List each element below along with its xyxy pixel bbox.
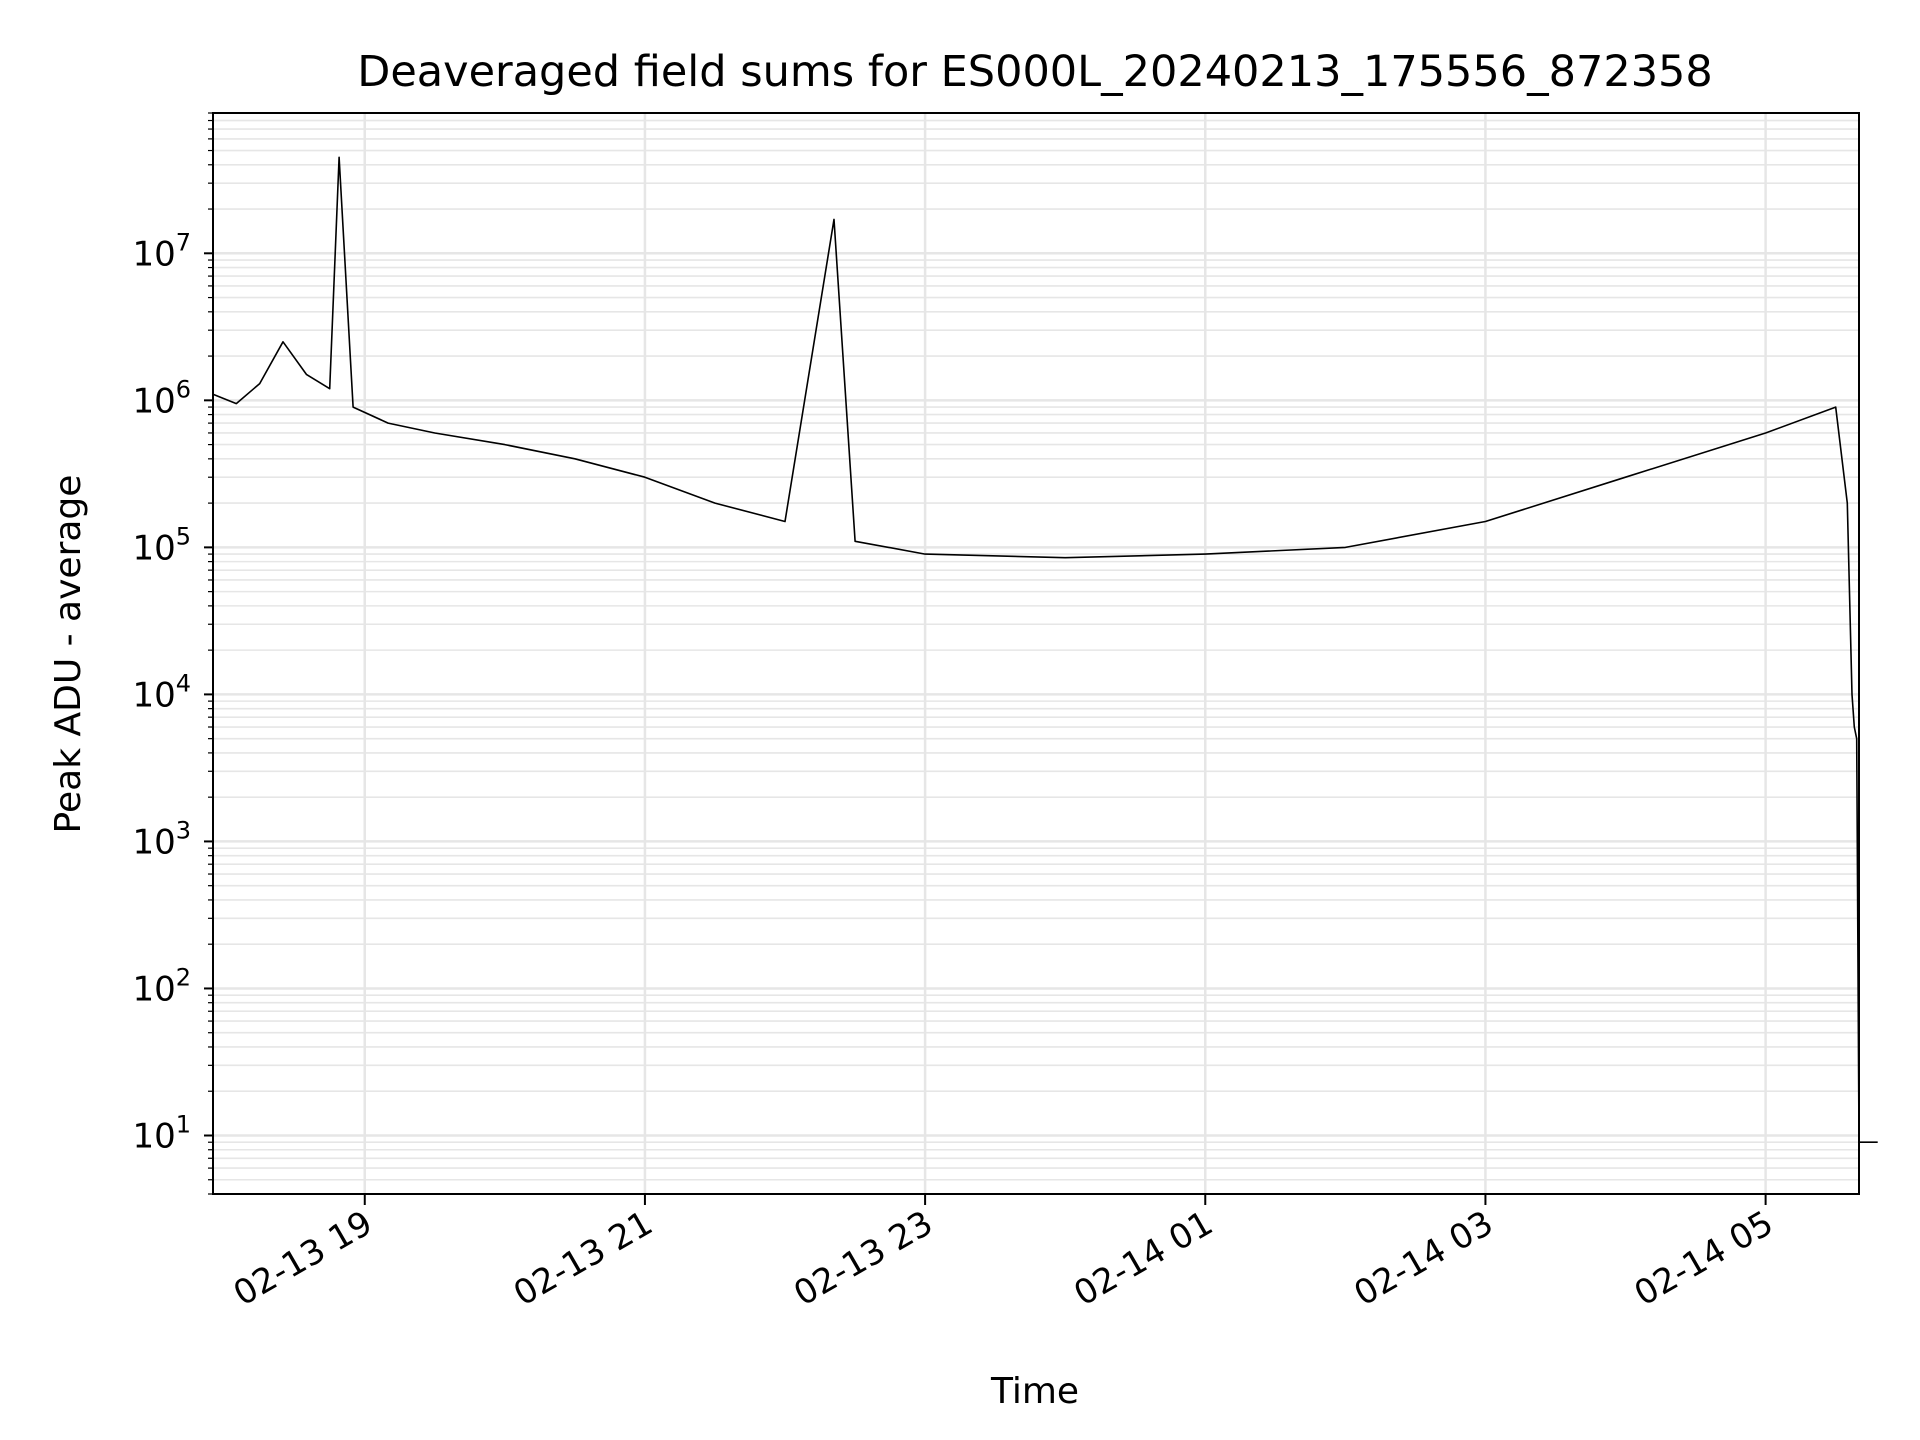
y-tick-label: 103 — [132, 816, 191, 862]
x-tick-label: 02-13 23 — [787, 1203, 939, 1314]
chart-title: Deaveraged field sums for ES000L_2024021… — [357, 47, 1713, 97]
plot-frame — [212, 112, 1860, 1195]
x-tick-label: 02-14 03 — [1348, 1203, 1500, 1314]
x-tick-label: 02-14 01 — [1067, 1203, 1219, 1314]
y-tick-label: 101 — [132, 1110, 191, 1156]
y-tick-label: 102 — [132, 963, 191, 1009]
grid — [213, 112, 1859, 1195]
x-axis-label: Time — [990, 1371, 1079, 1412]
plot-area — [212, 156, 1878, 1143]
series-line — [212, 156, 1878, 1143]
y-tick-label: 105 — [132, 522, 191, 568]
x-tick-label: 02-14 05 — [1628, 1203, 1780, 1314]
y-tick-label: 104 — [132, 669, 191, 715]
x-tick-label: 02-13 21 — [507, 1203, 659, 1314]
y-tick-label: 106 — [132, 375, 191, 421]
x-tick-label: 02-13 19 — [227, 1203, 379, 1314]
axes: 02-13 19 02-13 21 02-13 23 02-14 01 02-14 03… — [132, 112, 1780, 1314]
y-axis-label: Peak ADU - average — [48, 475, 89, 834]
y-tick-label: 107 — [132, 228, 191, 274]
